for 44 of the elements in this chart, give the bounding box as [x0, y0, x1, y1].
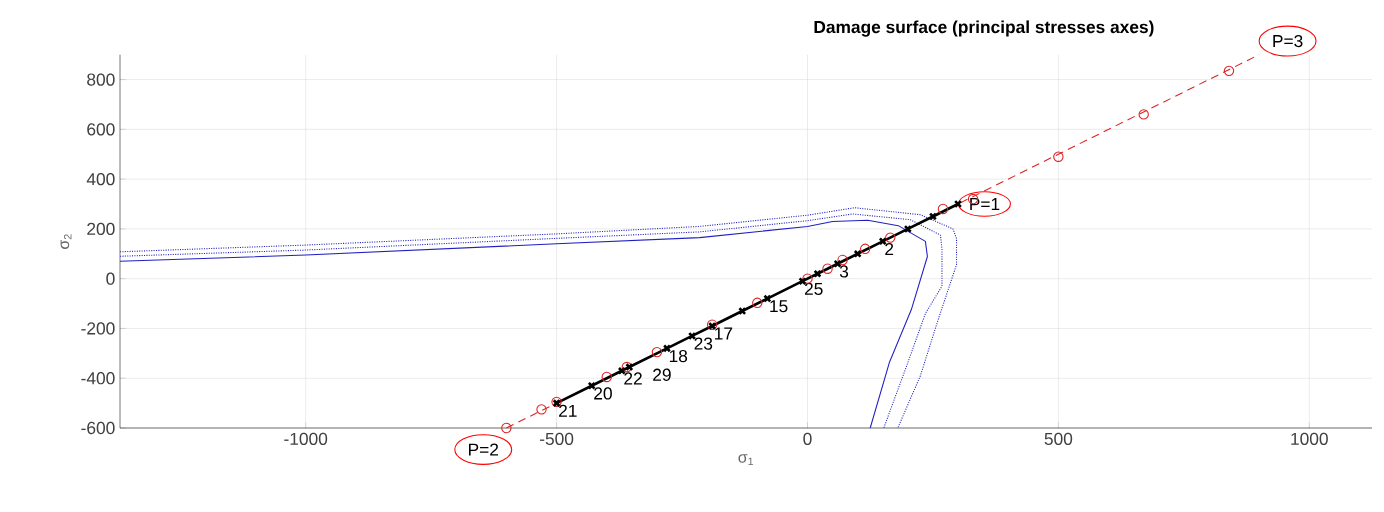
point	[1223, 65, 1235, 77]
x-tick-label: -500	[540, 432, 574, 445]
annotation: 18	[669, 349, 688, 363]
point	[601, 371, 612, 383]
text: P=2	[469, 443, 499, 456]
annotation: 23	[694, 337, 713, 350]
x-axis-title: σ$_{1}$	[738, 454, 754, 465]
point	[752, 297, 763, 309]
y-tick-label: 600	[87, 123, 115, 136]
point	[837, 254, 848, 266]
annotation: 17	[715, 327, 733, 340]
point	[859, 243, 871, 255]
x-tick-label: 500	[1044, 432, 1073, 445]
point	[1138, 109, 1149, 120]
annotation: 25	[804, 282, 823, 296]
annotation: 21	[559, 404, 577, 417]
y-tick-label: 800	[87, 73, 115, 86]
y-tick-label: 400	[86, 172, 115, 186]
y-axis-title: σ$_{2}$	[60, 234, 72, 249]
text: P=3	[1273, 34, 1303, 48]
x-tick-label: 0	[803, 432, 812, 445]
point	[1053, 151, 1064, 162]
annotation: 22	[624, 372, 642, 385]
y-tick-label: 200	[87, 222, 115, 236]
point	[536, 404, 547, 415]
y-tick-label: -200	[81, 322, 115, 335]
point	[928, 212, 938, 221]
annotation: 3	[839, 265, 849, 278]
annotation: P=1	[970, 198, 1000, 210]
point	[885, 232, 896, 243]
point	[937, 203, 949, 215]
point	[501, 422, 512, 434]
point	[822, 263, 833, 274]
y-tick-label: 0	[106, 272, 115, 285]
annotation: 15	[770, 300, 788, 313]
annotation: 20	[594, 387, 612, 400]
annotation: 29	[653, 368, 671, 381]
chart-title: Damage surface (principal stresses axes)	[814, 20, 1154, 37]
x-tick-label: -1000	[284, 432, 328, 445]
x-tick-label: 1000	[1291, 432, 1328, 445]
point	[651, 346, 663, 358]
y-tick-label: -600	[81, 421, 115, 435]
annotation: 2	[885, 242, 894, 256]
y-tick-label: -400	[81, 372, 115, 385]
